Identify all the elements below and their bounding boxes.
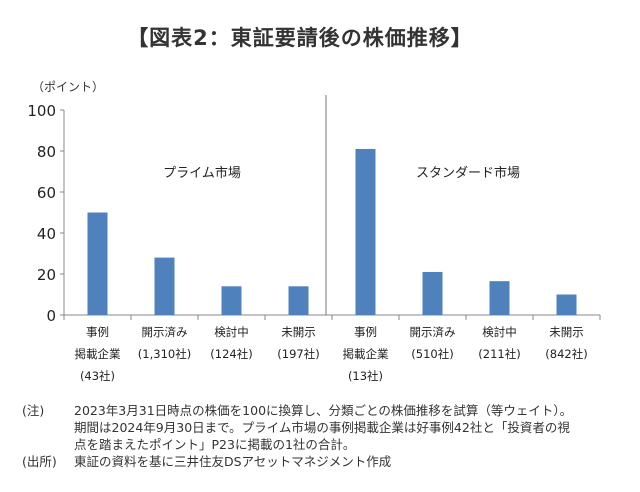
category-label: 事例 (354, 325, 377, 339)
y-tick-label: 20 (37, 266, 56, 284)
category-label: 事例 (86, 325, 109, 339)
category-label: (43社) (80, 369, 115, 383)
y-tick-label: 100 (27, 102, 56, 120)
category-label: 開示済み (410, 325, 456, 339)
y-tick-label: 0 (46, 307, 56, 325)
chart-title: 【図表2：東証要請後の株価推移】 (127, 26, 473, 50)
category-label: 掲載企業 (75, 347, 121, 361)
note-label: (注) (22, 403, 45, 418)
category-label: (13社) (348, 369, 383, 383)
bar (87, 212, 108, 315)
bar (221, 286, 242, 315)
category-label: (1,310社) (138, 347, 191, 361)
note-line: 2023年3月31日時点の株価を100に換算し、分類ごとの株価推移を試算（等ウェ… (74, 403, 573, 418)
y-tick-label: 40 (37, 225, 56, 243)
bar (288, 286, 309, 315)
note-line: 点を踏まえたポイント」P23に掲載の1社の合計。 (74, 437, 356, 452)
y-tick-label: 80 (37, 143, 56, 161)
category-label: (842社) (545, 347, 587, 361)
bar (154, 257, 175, 315)
category-label: 検討中 (214, 325, 249, 339)
notes: (注) 2023年3月31日時点の株価を100に換算し、分類ごとの株価推移を試算（… (22, 402, 572, 470)
y-axis-label: （ポイント） (32, 80, 104, 94)
category-label: (510社) (411, 347, 453, 361)
category-label: 未開示 (549, 325, 584, 339)
note-label: (出所) (22, 454, 57, 469)
note-line: 期間は2024年9月30日まで。プライム市場の事例掲載企業は好事例42社と「投資… (74, 420, 570, 435)
note-line: 東証の資料を基に三井住友DSアセットマネジメント作成 (74, 454, 392, 469)
note: (注) 2023年3月31日時点の株価を100に換算し、分類ごとの株価推移を試算（… (22, 402, 572, 453)
market-label: スタンダード市場 (416, 165, 520, 181)
category-label: (211社) (478, 347, 520, 361)
category-label: 開示済み (142, 325, 188, 339)
bar (355, 148, 376, 315)
category-label: 検討中 (482, 325, 517, 339)
bar (556, 294, 577, 315)
bar (422, 271, 443, 315)
category-label: (124社) (210, 347, 252, 361)
y-tick-label: 60 (37, 184, 56, 202)
category-label: (197社) (277, 347, 319, 361)
market-label: プライム市場 (163, 165, 241, 181)
note: (出所) 東証の資料を基に三井住友DSアセットマネジメント作成 (22, 453, 572, 470)
category-label: 掲載企業 (343, 347, 389, 361)
bar (489, 281, 510, 315)
category-label: 未開示 (281, 325, 316, 339)
